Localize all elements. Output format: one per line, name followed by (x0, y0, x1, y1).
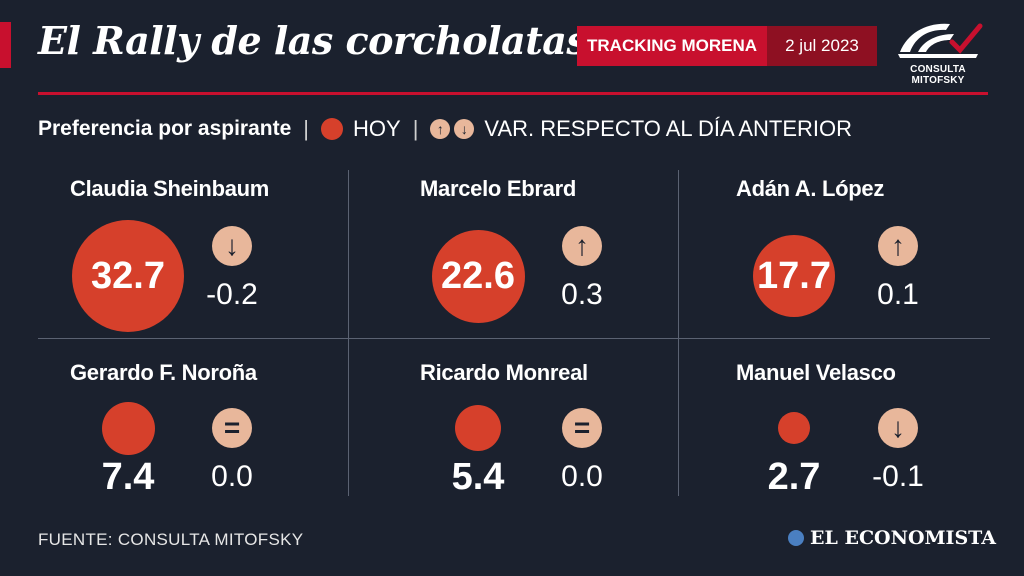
tracking-badge: TRACKING MORENA 2 jul 2023 (577, 26, 877, 66)
value-label: 22.6 (441, 254, 515, 297)
brand-dot-icon (788, 530, 804, 546)
column-divider (678, 170, 679, 496)
arrow-down-icon: ↓ (878, 408, 918, 448)
aspirante-name: Ricardo Monreal (420, 360, 588, 385)
equal-icon: = (212, 408, 252, 448)
row-divider (38, 338, 990, 339)
accent-bar (0, 22, 11, 68)
aspirante-cell: Marcelo Ebrard 22.6 ↑ 0.3 (420, 176, 750, 336)
aspirante-cell: Adán A. López 17.7 ↑ 0.1 (736, 176, 1024, 336)
brand-name: EL ECONOMISTA (810, 527, 997, 549)
value-circle: 32.7 (72, 220, 184, 332)
source-note: FUENTE: CONSULTA MITOFSKY (38, 530, 304, 549)
value-label: 7.4 (101, 456, 155, 498)
value-circle: 22.6 (431, 229, 525, 323)
mitofsky-logo-icon (898, 23, 983, 58)
aspirante-name: Claudia Sheinbaum (70, 176, 270, 201)
today-dot-icon (321, 118, 343, 140)
value-circle (101, 401, 155, 455)
legend-today: HOY (353, 116, 401, 141)
tracking-label: TRACKING MORENA (577, 26, 767, 66)
value-circle (778, 412, 810, 444)
variation-label: 0.0 (561, 460, 603, 493)
legend-lead: Preferencia por aspirante (38, 117, 292, 140)
aspirante-name: Adán A. López (736, 176, 885, 201)
value-label: 5.4 (451, 456, 505, 498)
variation-label: 0.3 (561, 278, 603, 311)
brand-logo: EL ECONOMISTA (788, 527, 996, 549)
value-label: 17.7 (757, 254, 831, 297)
value-label: 2.7 (767, 456, 821, 498)
column-divider (348, 170, 349, 496)
value-circle: 17.7 (753, 235, 835, 317)
arrow-up-icon: ↑ (562, 226, 602, 266)
mitofsky-logo: CONSULTA MITOFSKY (888, 12, 988, 86)
aspirante-name: Manuel Velasco (736, 360, 896, 385)
value-circle (455, 405, 501, 451)
page-title: El Rally de las corcholatas (38, 18, 588, 63)
arrow-down-icon: ↓ (212, 226, 252, 266)
legend-separator: | (303, 116, 309, 141)
header-divider (38, 92, 988, 95)
variation-label: 0.0 (211, 460, 253, 493)
aspirante-cell: Ricardo Monreal 5.4 = 0.0 (420, 360, 750, 520)
aspirante-name: Gerardo F. Noroña (70, 360, 257, 385)
arrow-up-icon: ↑ (430, 119, 451, 139)
variation-label: -0.2 (206, 278, 258, 311)
equal-icon: = (562, 408, 602, 448)
legend-variation: VAR. RESPECTO AL DÍA ANTERIOR (484, 116, 852, 141)
date-label: 2 jul 2023 (767, 26, 877, 66)
aspirante-cell: Claudia Sheinbaum 32.7 ↓ -0.2 (70, 176, 400, 336)
aspirante-cell: Gerardo F. Noroña 7.4 = 0.0 (70, 360, 400, 520)
arrow-up-icon: ↑ (878, 226, 918, 266)
legend: Preferencia por aspirante | HOY | ↑ ↓ VA… (38, 112, 852, 146)
logo-wordmark: CONSULTA MITOFSKY (910, 64, 966, 86)
arrow-down-icon: ↓ (454, 119, 475, 139)
value-label: 32.7 (91, 254, 165, 297)
aspirante-cell: Manuel Velasco 2.7 ↓ -0.1 (736, 360, 1024, 520)
variation-label: -0.1 (872, 460, 924, 493)
aspirante-name: Marcelo Ebrard (420, 176, 576, 201)
variation-label: 0.1 (877, 278, 919, 311)
legend-separator: | (412, 116, 419, 141)
